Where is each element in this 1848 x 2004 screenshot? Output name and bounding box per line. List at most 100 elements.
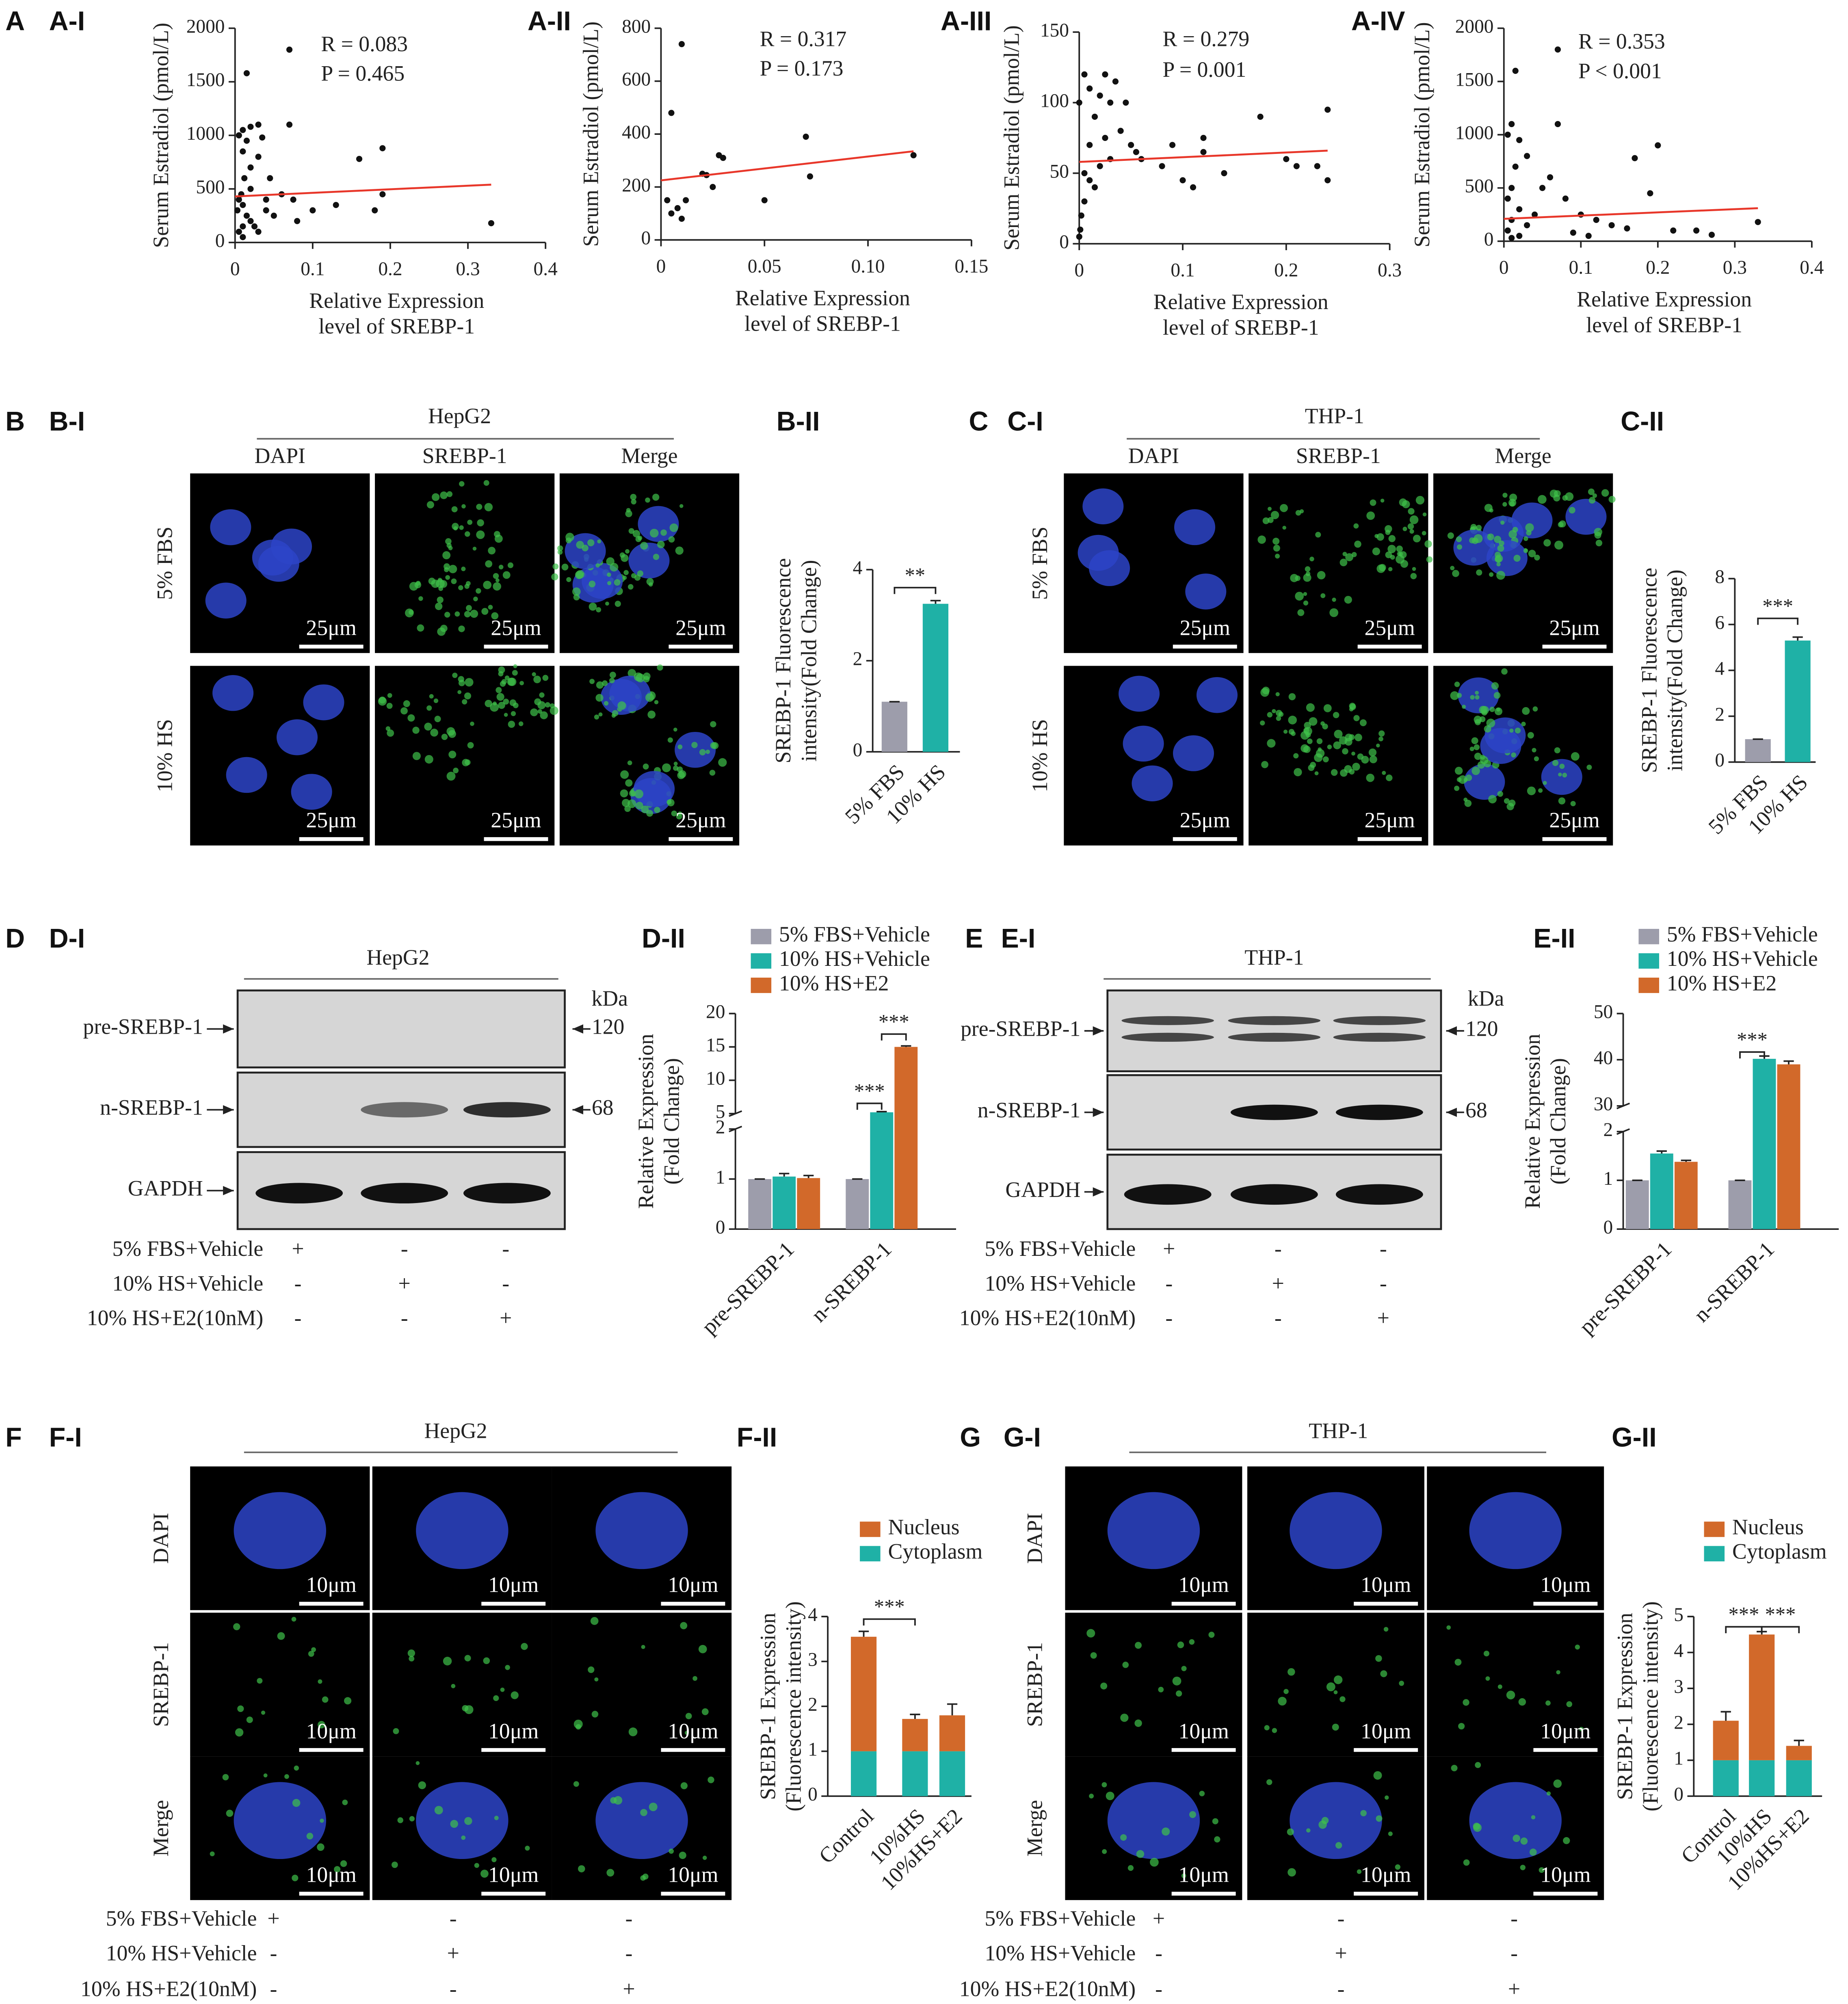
decoration (416, 1492, 509, 1569)
y-axis-label: (Fluorescence intensity) (781, 1601, 805, 1811)
decoration (604, 701, 609, 706)
decoration (446, 491, 453, 497)
decoration (649, 528, 659, 538)
decoration (1181, 1873, 1186, 1878)
decoration (1208, 1632, 1215, 1638)
y-axis-label: Serum Estradiol (pmol/L) (578, 22, 603, 247)
bar (1785, 641, 1811, 762)
decoration (432, 493, 440, 501)
decoration (1569, 507, 1575, 514)
point (247, 218, 254, 224)
y-tick-label: 0 (1603, 1217, 1613, 1238)
significance: ** (905, 564, 926, 586)
condition-sign: - (1380, 1236, 1387, 1261)
decoration (1334, 729, 1343, 738)
row-label: SREBP-1 (1022, 1642, 1047, 1727)
decoration (318, 1679, 322, 1684)
point (1570, 229, 1576, 236)
point (243, 70, 250, 76)
decoration (1415, 496, 1425, 505)
row-label: SREBP-1 (149, 1642, 173, 1727)
decoration (488, 605, 493, 610)
point (1516, 137, 1523, 143)
band-label: pre-SREBP-1 (83, 1015, 203, 1039)
decoration (1541, 759, 1582, 795)
x-tick-label: 0.3 (1723, 257, 1747, 278)
decoration (637, 570, 644, 577)
point (1562, 195, 1569, 202)
decoration (493, 582, 501, 591)
y-tick-label: 800 (622, 16, 651, 37)
decoration (318, 1721, 325, 1729)
decoration (1502, 493, 1508, 498)
band-label: n-SREBP-1 (100, 1095, 203, 1120)
decoration (631, 499, 636, 505)
point (236, 132, 242, 139)
condition-sign: + (1335, 1941, 1347, 1965)
decoration (311, 1647, 316, 1652)
decoration (673, 762, 678, 766)
annotation: R = 0.279 (1163, 26, 1250, 51)
decoration (1100, 1682, 1108, 1690)
scale-bar-label: 10μm (1361, 1863, 1411, 1887)
decoration (1508, 499, 1517, 507)
y-tick-label: 6 (1715, 612, 1725, 633)
decoration (1546, 1791, 1551, 1796)
decoration (1458, 677, 1499, 714)
decoration (1559, 764, 1565, 769)
decoration (1486, 718, 1495, 728)
decoration (467, 742, 474, 749)
decoration (1412, 567, 1416, 571)
y-axis-label: (Fluorescence intensity) (1638, 1601, 1663, 1811)
x-tick-label: 0.1 (1569, 257, 1593, 278)
point (1516, 206, 1523, 212)
point (683, 197, 689, 203)
decoration (409, 610, 414, 615)
micrograph-tile (375, 473, 555, 653)
decoration (462, 699, 467, 705)
point (1078, 212, 1084, 219)
decoration (1120, 1714, 1129, 1722)
decoration (1382, 770, 1386, 775)
decoration (433, 698, 439, 703)
decoration (668, 536, 675, 543)
point (1081, 71, 1088, 78)
panel-label: D (5, 924, 25, 954)
point (1547, 174, 1554, 181)
decoration (1267, 712, 1273, 718)
decoration (1496, 708, 1500, 712)
decoration (1458, 1723, 1465, 1730)
point (1670, 227, 1677, 234)
point (1086, 177, 1093, 184)
decoration (1386, 774, 1393, 781)
decoration (1538, 788, 1543, 793)
decoration (1396, 555, 1404, 564)
decoration (894, 586, 937, 594)
decoration (291, 774, 332, 810)
decoration (1335, 1842, 1342, 1849)
decoration (1378, 730, 1385, 737)
decoration (1476, 569, 1482, 576)
significance: *** (874, 1595, 905, 1618)
decoration (426, 501, 434, 509)
decoration (1504, 798, 1510, 804)
bar (1753, 1058, 1776, 1229)
decoration (1497, 791, 1503, 797)
decoration (1554, 541, 1563, 550)
point (259, 134, 266, 141)
micrograph-tile (1247, 1612, 1424, 1757)
condition-sign: + (398, 1271, 411, 1295)
decoration (255, 1183, 343, 1203)
decoration (1456, 544, 1463, 550)
decoration (462, 759, 470, 766)
point (309, 207, 316, 214)
scale-bar-label: 10μm (668, 1573, 718, 1597)
condition-sign: - (502, 1271, 509, 1295)
point (1123, 100, 1129, 106)
row-label: Merge (149, 1800, 173, 1857)
decoration (1276, 716, 1281, 721)
decoration (1385, 551, 1392, 558)
decoration (465, 581, 471, 586)
decoration (1158, 1687, 1164, 1692)
